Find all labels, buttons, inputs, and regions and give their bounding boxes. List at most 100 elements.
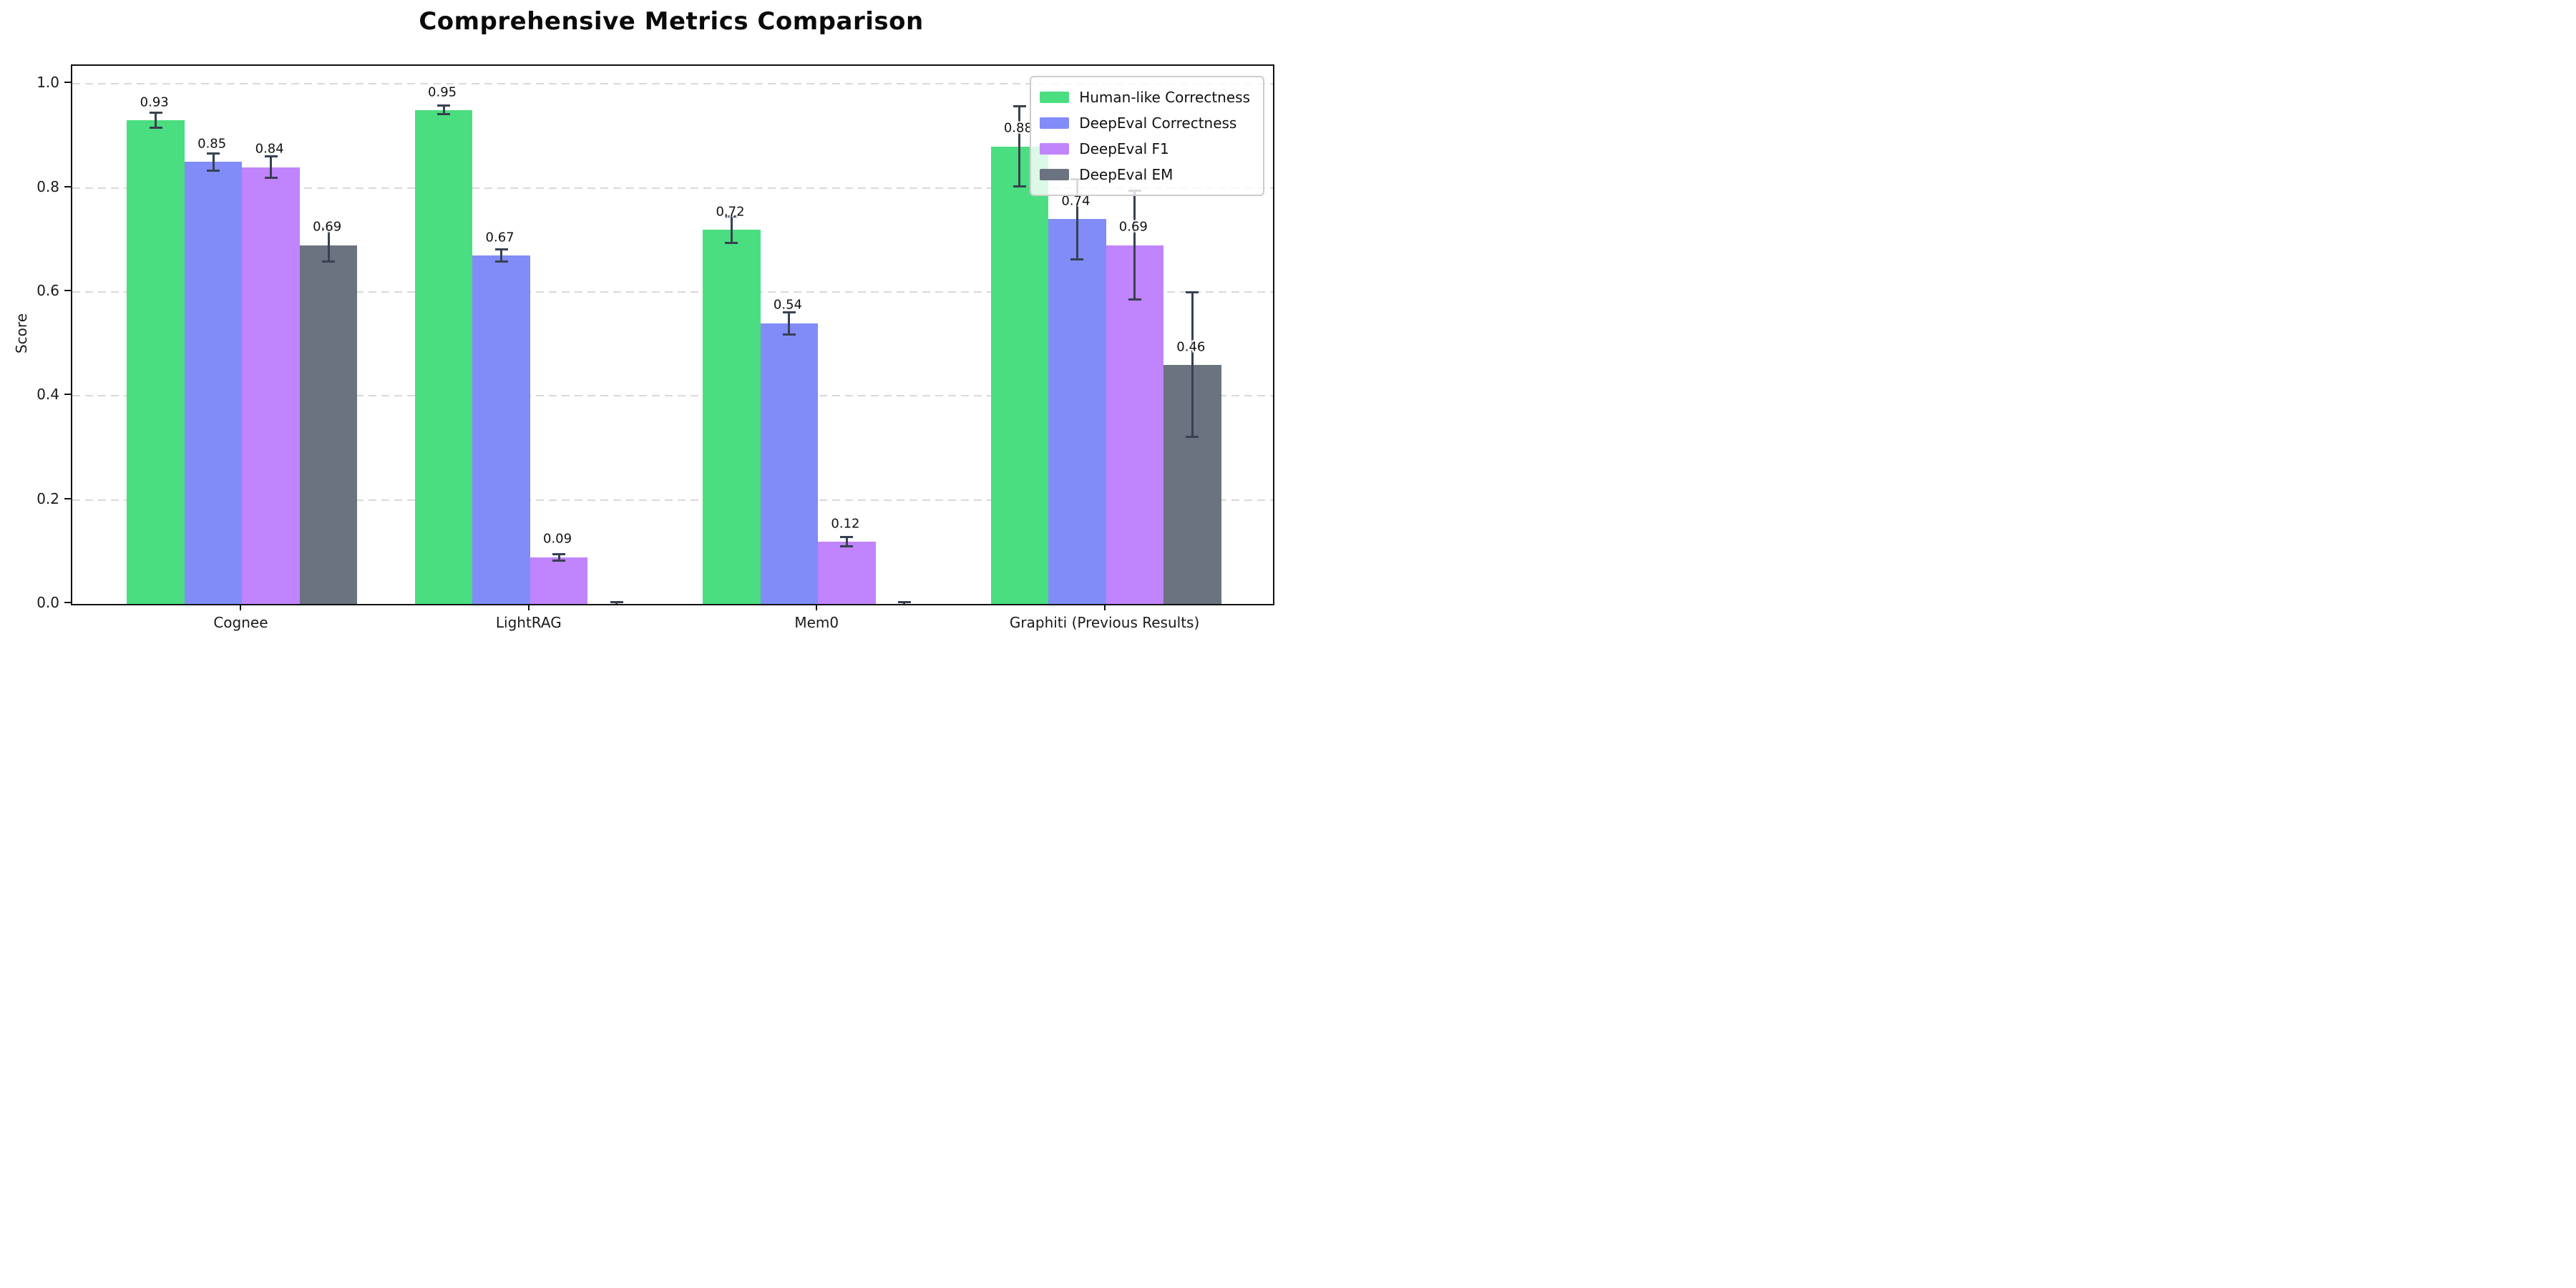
y-tick-label: 0.8 [36, 177, 59, 195]
bar-deepeval-f1 [818, 541, 876, 604]
bar-value-label: 0.85 [197, 136, 227, 152]
bar-value-label: 0.74 [1061, 193, 1091, 209]
legend-label: DeepEval F1 [1079, 140, 1169, 157]
x-tick-label: Graphiti (Previous Results) [1009, 614, 1200, 631]
error-bar-cap [264, 155, 278, 158]
error-bar-cap [494, 260, 508, 263]
legend-label: Human-like Correctness [1079, 89, 1250, 106]
error-bar-cap [207, 169, 220, 172]
error-bar-cap [897, 601, 911, 604]
gridline [72, 395, 1273, 397]
bar-human-like-correctness [127, 120, 185, 604]
error-bar-cap [725, 241, 738, 244]
x-tick-mark [240, 604, 242, 610]
error-bar-cap [610, 601, 623, 604]
bar-deepeval-em [299, 245, 358, 604]
bar-human-like-correctness [703, 229, 761, 604]
bar-value-label: 0.93 [140, 94, 169, 110]
bar-deepeval-correctness [760, 323, 819, 604]
error-bar-cap [840, 535, 854, 538]
error-bar-cap [149, 127, 162, 130]
y-tick-mark [64, 394, 71, 396]
y-tick-label: 0.0 [36, 594, 59, 611]
y-tick-label: 1.0 [36, 74, 59, 92]
y-tick-label: 0.4 [36, 386, 59, 404]
error-bar [1191, 292, 1194, 438]
error-bar [788, 311, 791, 335]
error-bar-cap [840, 545, 854, 548]
legend-label: DeepEval Correctness [1079, 114, 1237, 132]
error-bar [212, 153, 215, 171]
error-bar-cap [1186, 436, 1199, 439]
bar-value-label: 0.84 [255, 141, 284, 157]
error-bar [442, 105, 445, 115]
legend-label: DeepEval EM [1079, 166, 1174, 183]
x-tick-mark [1103, 604, 1106, 610]
y-tick-mark [64, 82, 71, 84]
error-bar-cap [149, 112, 162, 114]
error-bar [327, 228, 330, 262]
y-tick-mark [64, 185, 71, 187]
y-tick-mark [64, 497, 71, 499]
chart-title: Comprehensive Metrics Comparison [419, 7, 924, 36]
error-bar-cap [494, 248, 508, 251]
bar-value-label: 0.88 [1003, 120, 1033, 136]
bar-deepeval-correctness [472, 255, 530, 604]
bar-deepeval-correctness [1048, 219, 1106, 604]
error-bar-cap [207, 152, 220, 155]
x-tick-label: Mem0 [794, 614, 839, 631]
error-bar-cap [782, 311, 796, 313]
x-tick-label: Cognee [213, 614, 268, 631]
gridline [72, 499, 1273, 501]
legend-item: Human-like Correctness [1040, 84, 1250, 110]
bar-deepeval-correctness [184, 162, 243, 604]
error-bar-cap [264, 176, 278, 179]
bar-deepeval-f1 [242, 167, 300, 604]
legend-swatch [1040, 92, 1070, 103]
y-tick-mark [64, 602, 71, 603]
error-bar [557, 553, 560, 561]
bar-human-like-correctness [990, 146, 1049, 604]
legend-swatch [1040, 143, 1070, 155]
bar-value-label: 0.69 [1118, 219, 1148, 235]
error-bar-cap [437, 113, 451, 116]
bar-value-label: 0.12 [831, 516, 860, 532]
x-tick-label: LightRAG [495, 614, 562, 631]
chart-figure: Comprehensive Metrics Comparison Score H… [0, 0, 1288, 644]
gridline [72, 83, 1273, 85]
error-bar-cap [552, 559, 566, 562]
bar-value-label: 0.46 [1176, 339, 1206, 355]
error-bar [1018, 105, 1021, 187]
error-bar [1133, 190, 1136, 300]
error-bar [730, 215, 733, 243]
bar-value-label: 0.67 [485, 230, 514, 245]
bar-value-label: 0.09 [543, 531, 572, 547]
error-bar [845, 536, 848, 547]
error-bar-cap [1070, 258, 1084, 260]
error-bar [155, 112, 157, 129]
bar-deepeval-f1 [1106, 245, 1164, 604]
error-bar [270, 156, 273, 178]
error-bar-cap [782, 333, 796, 336]
error-bar-cap [1186, 291, 1199, 294]
legend: Human-like Correctness DeepEval Correctne… [1030, 76, 1264, 196]
error-bar-cap [1128, 298, 1141, 301]
legend-item: DeepEval F1 [1040, 136, 1250, 162]
error-bar-cap [725, 215, 738, 218]
gridline [72, 291, 1273, 293]
error-bar-cap [322, 228, 336, 230]
x-tick-mark [816, 604, 818, 610]
error-bar [1075, 178, 1078, 260]
bar-human-like-correctness [414, 109, 473, 604]
error-bar-cap [1013, 185, 1026, 188]
gridline [72, 187, 1273, 189]
bar-value-label: 0.95 [428, 84, 457, 99]
x-tick-mark [527, 604, 530, 610]
error-bar-cap [437, 104, 451, 107]
legend-item: DeepEval Correctness [1040, 110, 1250, 136]
legend-swatch [1040, 169, 1070, 180]
y-tick-mark [64, 290, 71, 292]
y-tick-label: 0.2 [36, 489, 59, 507]
legend-item: DeepEval EM [1040, 162, 1250, 187]
error-bar-cap [1013, 104, 1026, 107]
